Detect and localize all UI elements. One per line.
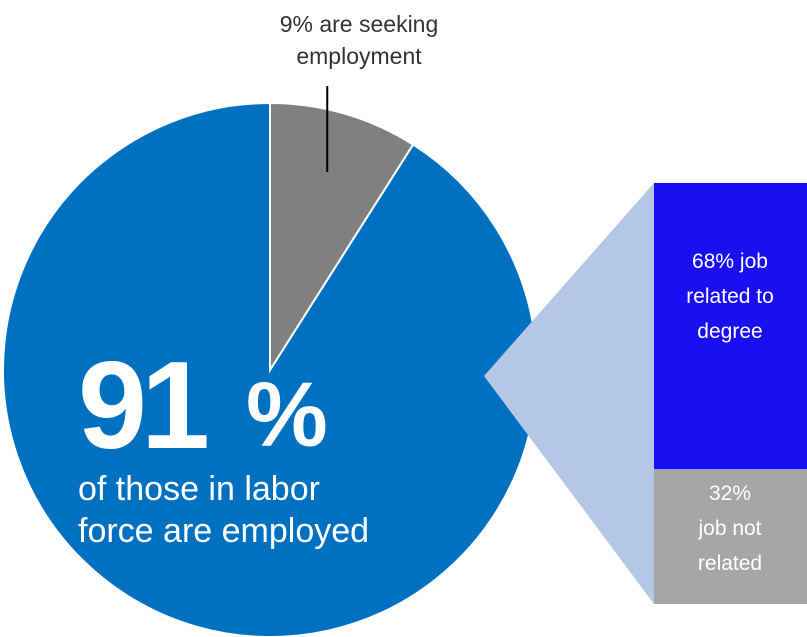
- not-related-label: 32% job not related: [697, 482, 762, 575]
- big-percentage-number: 91: [78, 337, 207, 475]
- not-related-label-line-2: job not: [697, 517, 761, 540]
- related-label-line-2: related to: [686, 285, 774, 308]
- pie-chart: [2, 101, 538, 637]
- employed-label-line-1: of those in labor: [78, 470, 320, 508]
- seeking-label-line-2: employment: [296, 43, 422, 69]
- big-percentage-sign: %: [246, 364, 328, 466]
- related-label: 68% job related to degree: [686, 250, 774, 343]
- employed-label: 91 % of those in labor force are employe…: [78, 337, 369, 550]
- not-related-label-line-3: related: [698, 552, 762, 575]
- stacked-bar: [654, 183, 807, 604]
- related-label-line-1: 68% job: [692, 250, 768, 273]
- employed-label-line-2: force are employed: [78, 512, 369, 550]
- related-label-line-3: degree: [697, 320, 762, 343]
- pie-slice-seeking: [269, 101, 415, 374]
- not-related-label-line-1: 32%: [709, 482, 751, 505]
- bar-segment-not-related: [654, 469, 807, 604]
- breakdown-connector: [484, 183, 654, 604]
- seeking-label-line-1: 9% are seeking: [280, 11, 439, 37]
- seeking-label: 9% are seeking employment: [280, 11, 439, 69]
- bar-segment-related: [654, 183, 807, 470]
